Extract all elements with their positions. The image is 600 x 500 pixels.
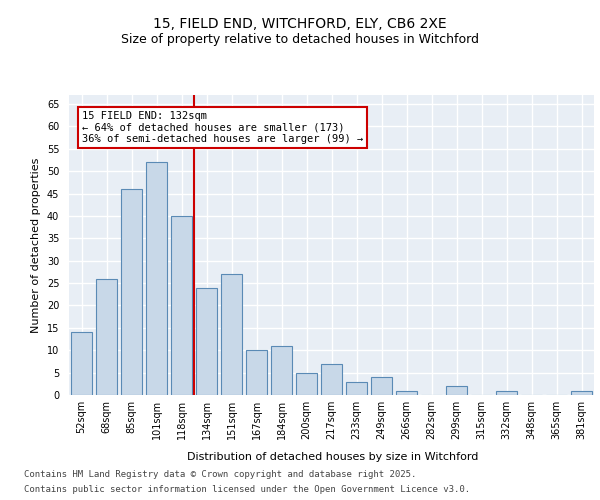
Y-axis label: Number of detached properties: Number of detached properties (31, 158, 41, 332)
Bar (396, 390, 417, 395)
Bar (571, 390, 592, 395)
Bar (271, 346, 292, 395)
Bar (446, 386, 467, 395)
Bar (171, 216, 192, 395)
Bar (221, 274, 242, 395)
Bar (96, 278, 117, 395)
Bar (346, 382, 367, 395)
Text: 15, FIELD END, WITCHFORD, ELY, CB6 2XE: 15, FIELD END, WITCHFORD, ELY, CB6 2XE (153, 18, 447, 32)
Text: 15 FIELD END: 132sqm
← 64% of detached houses are smaller (173)
36% of semi-deta: 15 FIELD END: 132sqm ← 64% of detached h… (82, 110, 363, 144)
Bar (296, 372, 317, 395)
Text: Contains public sector information licensed under the Open Government Licence v3: Contains public sector information licen… (24, 485, 470, 494)
Bar (121, 189, 142, 395)
Bar (246, 350, 267, 395)
Bar (146, 162, 167, 395)
Text: Size of property relative to detached houses in Witchford: Size of property relative to detached ho… (121, 32, 479, 46)
Bar (371, 377, 392, 395)
Bar (196, 288, 217, 395)
Text: Distribution of detached houses by size in Witchford: Distribution of detached houses by size … (187, 452, 479, 462)
Bar (71, 332, 92, 395)
Bar (321, 364, 342, 395)
Text: Contains HM Land Registry data © Crown copyright and database right 2025.: Contains HM Land Registry data © Crown c… (24, 470, 416, 479)
Bar (496, 390, 517, 395)
